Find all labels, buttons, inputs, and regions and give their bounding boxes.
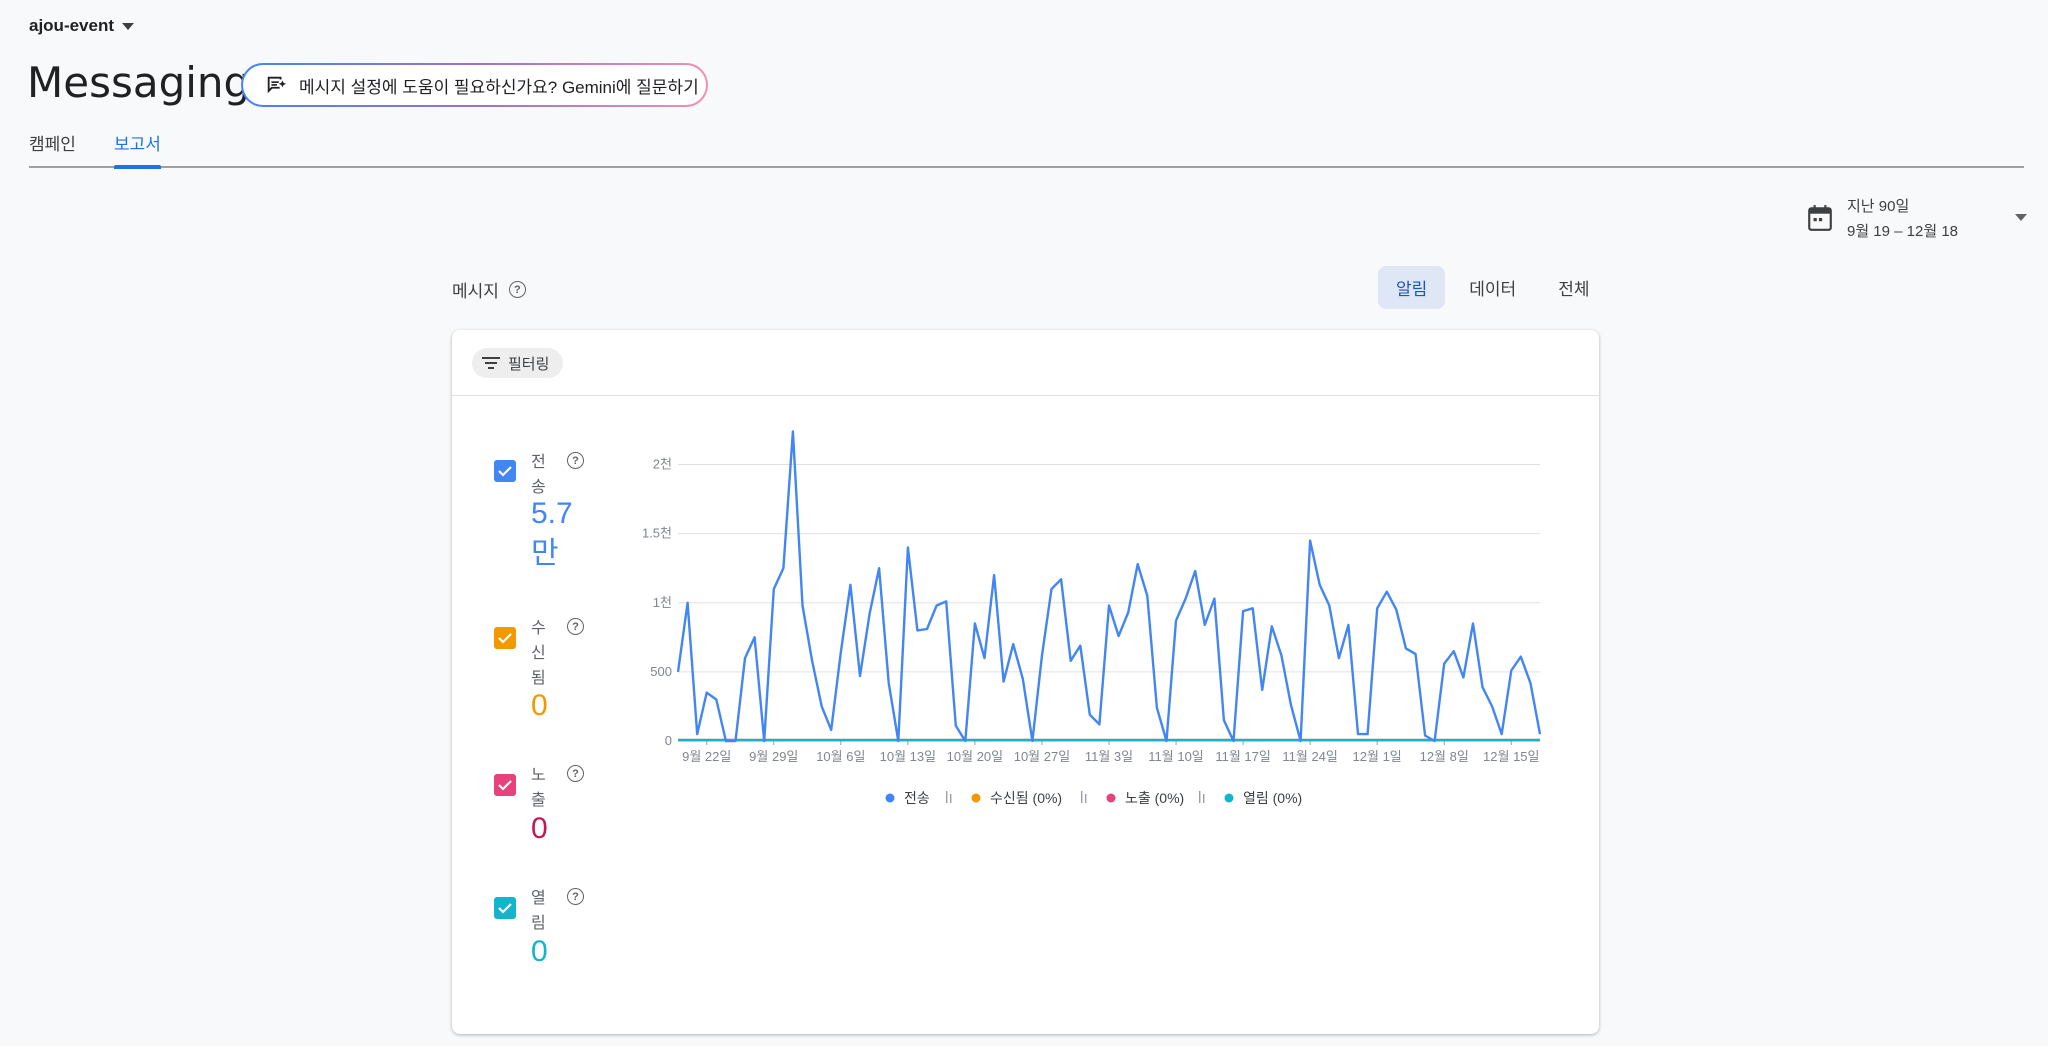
- x-tick-label: 11월 17일: [1215, 749, 1271, 764]
- metric-label: 전송: [531, 454, 546, 496]
- legend-dot: [1106, 793, 1116, 803]
- legend-dot: [885, 793, 895, 803]
- x-tick-label: 11월 10일: [1148, 749, 1204, 764]
- x-tick-label: 9월 22일: [682, 749, 731, 764]
- gemini-help-button[interactable]: 메시지 설정에 도움이 필요하신가요? Gemini에 질문하기: [241, 63, 708, 107]
- segment-all[interactable]: 전체: [1558, 280, 1590, 299]
- tab-campaigns[interactable]: 캠페인: [29, 135, 76, 154]
- y-tick-label: 1.5천: [642, 526, 672, 541]
- section-header: 메시지 ?: [452, 277, 526, 302]
- y-tick-label: 0: [665, 733, 672, 748]
- legend-label: 노출 (0%): [1125, 790, 1184, 806]
- legend-separator-icon: [1203, 794, 1205, 803]
- legend-separator-icon: [1081, 791, 1083, 803]
- legend-separator-icon: [1199, 791, 1201, 803]
- y-tick-label: 500: [650, 664, 672, 679]
- messages-line-chart: 0 500 1천 1.5천 2천 9월 22일 9월 29일 10월 6일 10월 13일 10월…: [642, 430, 1542, 806]
- metric-value: 5.7만: [531, 497, 573, 570]
- help-icon[interactable]: ?: [567, 452, 584, 469]
- checkbox-received[interactable]: [494, 627, 516, 649]
- tab-bar: 캠페인 보고서: [29, 130, 2024, 169]
- metric-label: 수신됨: [531, 620, 546, 687]
- help-icon[interactable]: ?: [508, 281, 526, 298]
- legend-dot: [1224, 793, 1234, 803]
- x-tick-label: 11월 24일: [1282, 749, 1338, 764]
- date-range-text: 지난 90일 9월 19 – 12월 18: [1847, 195, 1958, 241]
- legend-separator-icon: [950, 794, 952, 803]
- project-selector[interactable]: ajou-event: [29, 16, 135, 36]
- check-icon: [498, 903, 512, 914]
- metric-label: 노출: [531, 767, 546, 809]
- metric-value: 0: [531, 689, 548, 722]
- filter-button[interactable]: 필터링: [472, 348, 564, 378]
- help-icon[interactable]: ?: [567, 618, 584, 635]
- report-card: 필터링: [452, 330, 1599, 1034]
- chat-edit-icon: [267, 76, 287, 94]
- chevron-down-icon: [122, 22, 135, 30]
- metric-value: 0: [531, 935, 548, 968]
- x-tick-label: 10월 20일: [947, 749, 1003, 764]
- metric-value: 0: [531, 812, 548, 845]
- checkbox-sent[interactable]: [494, 460, 516, 482]
- legend-separator-icon: [946, 791, 948, 803]
- card-header: 필터링: [452, 330, 1599, 396]
- calendar-icon: [1808, 205, 1832, 231]
- x-tick-label: 10월 13일: [880, 749, 936, 764]
- help-icon[interactable]: ?: [567, 765, 584, 782]
- segment-data[interactable]: 데이터: [1469, 280, 1517, 299]
- x-tick-label: 9월 29일: [749, 749, 798, 764]
- x-tick-label: 12월 15일: [1483, 749, 1539, 764]
- filter-label: 필터링: [508, 355, 550, 373]
- legend-label: 열림 (0%): [1243, 790, 1302, 806]
- x-tick-label: 10월 6일: [816, 749, 865, 764]
- series-line-sent: [676, 430, 1542, 743]
- legend-separator-icon: [1085, 794, 1087, 803]
- help-icon[interactable]: ?: [567, 888, 584, 905]
- section-title: 메시지: [452, 282, 499, 301]
- chevron-down-icon: [2015, 214, 2027, 221]
- date-range-dates: 9월 19 – 12월 18: [1847, 223, 1959, 240]
- legend-label: 수신됨 (0%): [990, 790, 1062, 806]
- legend-dot: [971, 793, 981, 803]
- x-tick-label: 10월 27일: [1014, 749, 1070, 764]
- x-tick-label: 12월 1일: [1353, 749, 1402, 764]
- y-tick-label: 2천: [653, 457, 672, 472]
- metric-label: 열림: [531, 890, 546, 932]
- page-title: Messaging: [27, 58, 251, 107]
- x-tick-label: 11월 3일: [1085, 749, 1133, 764]
- date-range-picker[interactable]: 지난 90일 9월 19 – 12월 18: [1807, 196, 2027, 240]
- y-tick-label: 1천: [653, 595, 672, 610]
- checkbox-opens[interactable]: [494, 897, 516, 919]
- segment-notification[interactable]: 알림: [1378, 266, 1446, 309]
- check-icon: [498, 466, 512, 477]
- project-name: ajou-event: [29, 16, 115, 35]
- message-type-toggle: 알림 데이터 전체: [1378, 266, 1607, 309]
- checkbox-impressions[interactable]: [494, 774, 516, 796]
- check-icon: [498, 780, 512, 791]
- filter-icon: [482, 357, 500, 369]
- date-range-preset: 지난 90일: [1847, 198, 1910, 215]
- tab-reports[interactable]: 보고서: [114, 130, 161, 169]
- x-tick-label: 12월 8일: [1420, 749, 1469, 764]
- gemini-help-label: 메시지 설정에 도움이 필요하신가요? Gemini에 질문하기: [299, 77, 699, 97]
- check-icon: [498, 633, 512, 644]
- legend-label: 전송: [904, 790, 930, 806]
